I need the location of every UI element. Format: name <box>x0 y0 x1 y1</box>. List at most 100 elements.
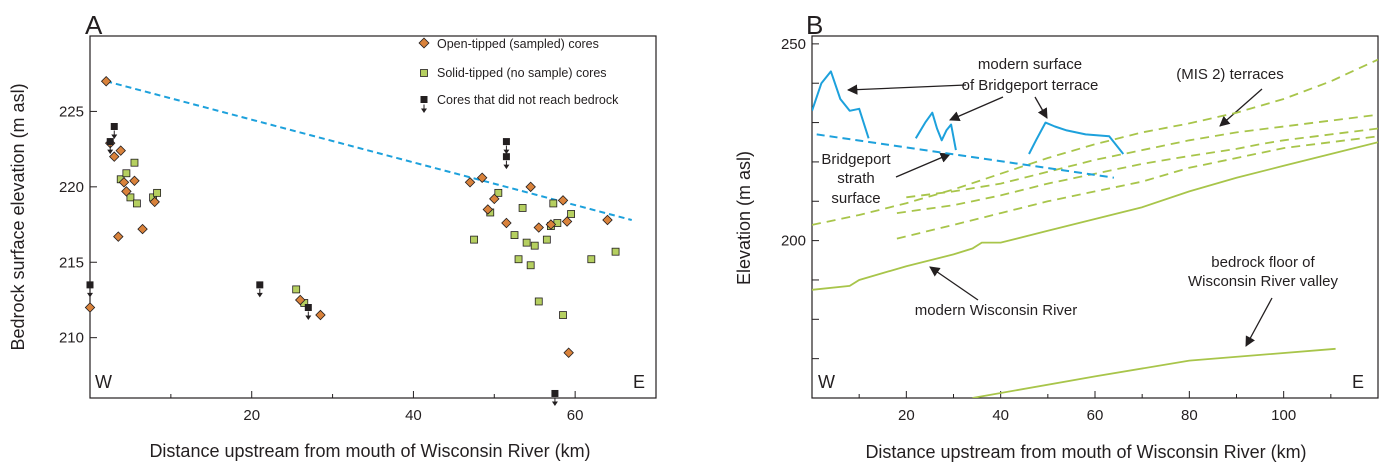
point-open-tipped <box>149 196 160 208</box>
point-open-tipped <box>84 302 96 313</box>
y-tick-label-a: 220 <box>59 179 84 196</box>
corner-label-w-a: W <box>95 372 112 392</box>
point-open-tipped <box>121 186 132 197</box>
panel-b-letter: B <box>806 10 823 40</box>
no-bedrock-arrow-head <box>503 164 510 170</box>
point-open-tipped <box>115 145 126 156</box>
point-no-bedrock <box>502 153 510 170</box>
annotation-bedrock-floor-line2: Wisconsin River valley <box>1188 273 1339 290</box>
no-bedrock-square <box>304 304 312 311</box>
point-solid-tipped <box>587 255 596 264</box>
legend-solid-tipped-marker <box>420 69 428 77</box>
x-tick-label-b: 40 <box>992 407 1009 424</box>
no-bedrock-arrow-head <box>551 401 558 406</box>
arrow-to-terrace-profile-1 <box>846 84 967 95</box>
point-open-tipped <box>563 347 574 358</box>
point-no-bedrock <box>110 123 118 139</box>
point-open-tipped <box>109 151 120 162</box>
no-bedrock-square <box>256 281 264 289</box>
modern-river-line <box>812 141 1378 291</box>
annotation-arrows <box>846 84 1273 347</box>
point-open-tipped <box>482 204 494 215</box>
arrow-to-modern-river <box>929 266 979 301</box>
y-tick-label-a: 225 <box>59 103 84 120</box>
point-open-tipped <box>545 219 557 230</box>
x-axis-title-b: Distance upstream from mouth of Wisconsi… <box>865 442 1306 462</box>
point-solid-tipped <box>611 247 620 256</box>
legend-open-tipped-marker <box>418 37 430 49</box>
annotation-strath-line1: Bridgeport <box>821 151 891 168</box>
point-solid-tipped <box>549 199 558 208</box>
point-solid-tipped <box>292 285 301 294</box>
point-solid-tipped <box>126 193 135 202</box>
bedrock-floor-line <box>972 347 1336 398</box>
legend-no-bedrock: Cores that did not reach bedrock <box>437 93 619 107</box>
point-open-tipped <box>525 181 536 193</box>
point-solid-tipped <box>122 169 131 178</box>
y-tick-label-b: 250 <box>781 36 806 53</box>
annotation-modern-surface-line2: of Bridgeport terrace <box>962 77 1099 94</box>
arrow-to-bedrock-floor <box>1245 297 1273 347</box>
no-bedrock-arrow-head <box>503 149 510 155</box>
panel-a: A Open-tipped (sampled) cores Solid-tipp… <box>8 10 657 461</box>
panel-a-letter: A <box>85 10 103 40</box>
point-solid-tipped <box>518 204 527 212</box>
y-tick-label-a: 210 <box>59 330 84 347</box>
no-bedrock-arrow-head <box>111 134 118 139</box>
legend-solid-tipped: Solid-tipped (no sample) cores <box>437 66 607 80</box>
x-tick-label-b: 80 <box>1181 407 1198 424</box>
annotation-modern-river: modern Wisconsin River <box>915 302 1078 319</box>
arrow-to-terrace-profile-3 <box>1034 96 1048 119</box>
point-open-tipped <box>100 76 112 87</box>
terrace-line <box>896 135 1378 240</box>
legend-a: Open-tipped (sampled) cores Solid-tipped… <box>418 37 619 113</box>
x-tick-label-a: 60 <box>567 407 584 424</box>
point-open-tipped <box>294 294 306 306</box>
terrace-line <box>896 127 1378 214</box>
no-bedrock-square <box>551 389 559 397</box>
terrace-line <box>906 113 1378 199</box>
corner-label-e-a: E <box>633 372 645 392</box>
terrace-line <box>812 58 1378 226</box>
no-bedrock-arrow-head <box>256 292 263 298</box>
point-open-tipped <box>129 175 140 187</box>
point-solid-tipped <box>514 255 523 264</box>
x-axis-title-a: Distance upstream from mouth of Wisconsi… <box>149 441 590 461</box>
point-solid-tipped <box>542 235 551 244</box>
point-open-tipped <box>137 223 148 235</box>
point-solid-tipped <box>153 188 162 197</box>
point-solid-tipped <box>567 210 575 218</box>
point-open-tipped <box>464 177 476 188</box>
y-axis-title-b: Elevation (m asl) <box>734 151 754 285</box>
no-bedrock-arrow-head <box>305 315 312 320</box>
strath-surface-line <box>816 133 1115 179</box>
x-tick-label-a: 20 <box>243 407 260 424</box>
trend-line-a <box>105 80 632 221</box>
point-open-tipped <box>533 222 544 233</box>
annotation-strath-line2: strath <box>837 170 875 187</box>
arrow-to-strath <box>895 152 951 178</box>
point-open-tipped <box>561 216 573 227</box>
x-tick-label-b: 20 <box>898 407 915 424</box>
panel-b: B modern surface of Bridgeport terrace (… <box>734 10 1379 462</box>
plot-frame-a <box>89 35 657 399</box>
point-open-tipped <box>501 217 512 229</box>
annotation-strath-line3: surface <box>831 190 880 207</box>
point-solid-tipped <box>470 235 478 244</box>
point-no-bedrock <box>551 389 559 406</box>
point-solid-tipped <box>522 238 531 247</box>
x-tick-label-b: 100 <box>1271 407 1296 424</box>
point-open-tipped <box>315 309 326 321</box>
terrace-surface-profile <box>812 70 870 139</box>
no-bedrock-square <box>110 123 118 130</box>
y-tick-label-a: 215 <box>59 254 84 271</box>
point-solid-tipped <box>130 158 139 167</box>
point-solid-tipped <box>132 199 141 208</box>
x-tick-label-a: 40 <box>405 407 422 424</box>
annotation-modern-surface-line1: modern surface <box>978 56 1082 73</box>
no-bedrock-square <box>86 281 94 289</box>
corner-label-w-b: W <box>818 372 835 392</box>
terrace-surface-profile <box>1028 121 1125 155</box>
point-no-bedrock <box>304 304 312 320</box>
